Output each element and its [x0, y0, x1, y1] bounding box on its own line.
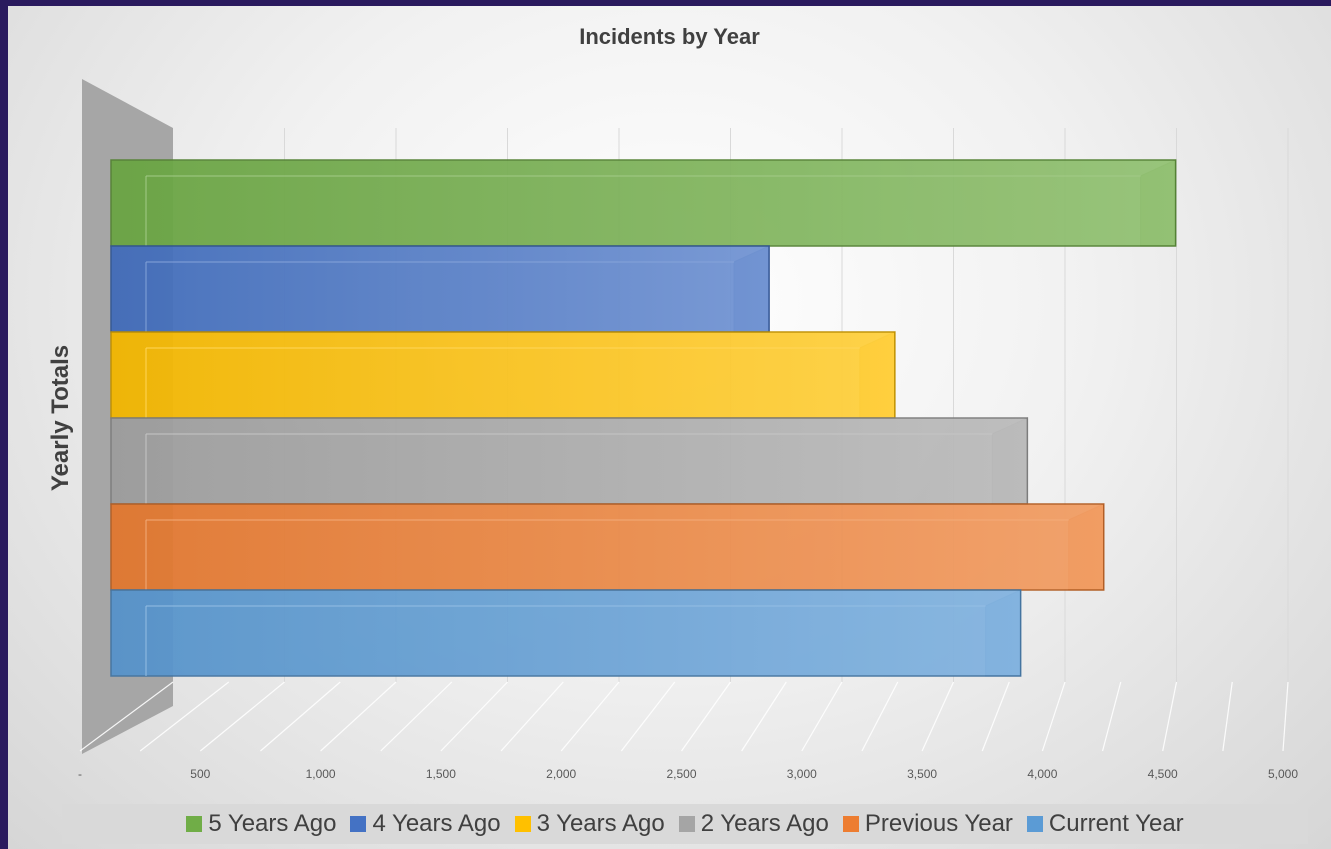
x-tick-label: 1,000 [306, 767, 336, 781]
bar [110, 417, 1029, 505]
floor-line [681, 681, 731, 752]
floor-line [500, 681, 564, 752]
legend-item: Previous Year [842, 810, 1013, 838]
floor-line [560, 681, 620, 752]
floor-line [1282, 681, 1289, 752]
legend: 5 Years Ago 4 Years Ago 3 Years Ago 2 Years… [62, 804, 1308, 844]
x-tick-label: 500 [190, 767, 210, 781]
floor-line [79, 681, 174, 752]
bar [110, 503, 1105, 591]
legend-item: 5 Years Ago [186, 810, 336, 838]
floor-line [260, 681, 341, 752]
floor-line [1101, 681, 1122, 752]
floor-line [741, 681, 787, 752]
legend-swatch [1026, 816, 1043, 832]
x-tick-label: 4,000 [1027, 767, 1057, 781]
chart-frame: Incidents by Year - 500 1,000 1,500 2,000 2,5… [8, 6, 1331, 849]
floor-line [320, 681, 397, 752]
legend-item: 4 Years Ago [350, 810, 501, 838]
legend-label: Current Year [1048, 810, 1184, 837]
floor-line [380, 681, 453, 752]
floor-line [620, 681, 676, 752]
x-tick-label: 5,000 [1268, 767, 1298, 781]
legend-label: 4 Years Ago [372, 810, 501, 837]
x-tick-label: 3,000 [787, 767, 817, 781]
legend-item: Current Year [1026, 810, 1184, 838]
bar [110, 331, 896, 419]
floor-line [801, 681, 843, 752]
floor-line [139, 681, 230, 752]
legend-swatch [350, 816, 367, 832]
legend-item: 2 Years Ago [678, 810, 829, 838]
plot-area: - 500 1,000 1,500 2,000 2,500 3,000 3,500 4,000 4… [47, 79, 1298, 781]
floor-line [861, 681, 899, 752]
floor-line [1162, 681, 1178, 752]
x-tick-label: 3,500 [907, 767, 937, 781]
floor-line [440, 681, 508, 752]
bar [110, 589, 1022, 677]
floor-line [1041, 681, 1066, 752]
legend-label: 2 Years Ago [700, 810, 829, 837]
floor-line [981, 681, 1010, 752]
floor-line [1222, 681, 1233, 752]
legend-swatch [186, 816, 203, 832]
legend-label: Previous Year [864, 810, 1013, 837]
legend-item: 3 Years Ago [514, 810, 665, 838]
floor-line [199, 681, 285, 752]
legend-swatch [678, 816, 695, 832]
x-tick-label: 2,000 [546, 767, 576, 781]
legend-label: 3 Years Ago [536, 810, 665, 837]
bar [110, 159, 1177, 247]
x-tick-label: 2,500 [666, 767, 696, 781]
y-axis-label: Yearly Totals [47, 345, 74, 491]
legend-swatch [514, 816, 531, 832]
chart-title: Incidents by Year [579, 24, 760, 49]
floor-line [921, 681, 955, 752]
legend-swatch [842, 816, 859, 832]
legend-label: 5 Years Ago [208, 810, 337, 837]
x-tick-label: 4,500 [1148, 767, 1178, 781]
bar [110, 245, 770, 333]
x-tick-label: - [78, 767, 82, 781]
x-tick-label: 1,500 [426, 767, 456, 781]
